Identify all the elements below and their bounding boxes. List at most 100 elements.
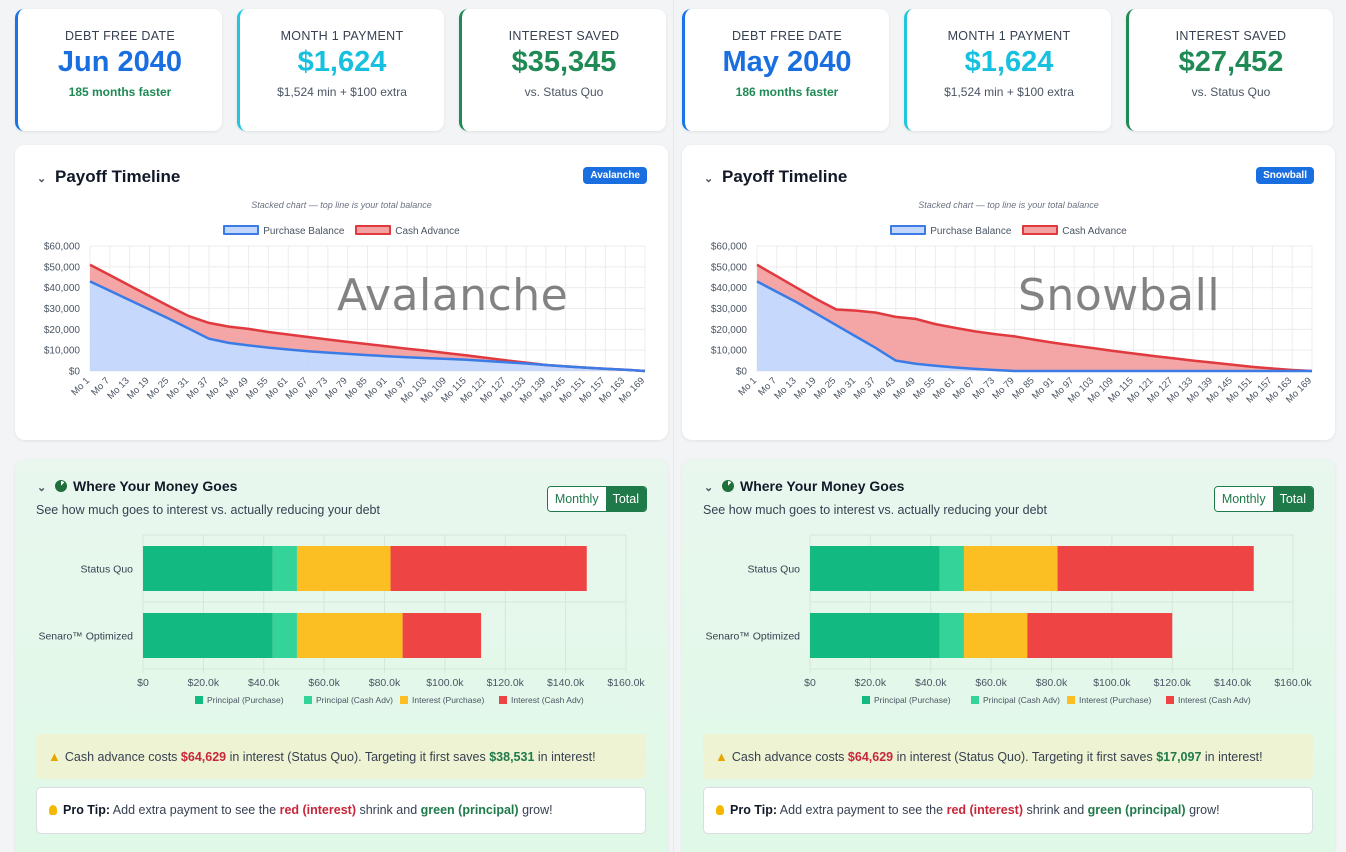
timeline-chart: $0 $10,000 $20,000 $30,000 $40,000 $50,000 $60…	[44, 242, 647, 406]
x-tick-label: $0	[804, 677, 816, 689]
stat-value: $1,624	[964, 46, 1054, 78]
bar-segment	[390, 546, 587, 591]
bar-segment	[810, 546, 940, 591]
tip-text: shrink and	[1026, 803, 1085, 817]
tip-red: red (interest)	[946, 803, 1023, 817]
debt-free-date-card: DEBT FREE DATE Jun 2040 185 months faste…	[15, 9, 222, 131]
stat-label: MONTH 1 PAYMENT	[280, 29, 404, 43]
pie-chart-icon	[55, 480, 67, 492]
money-header[interactable]: ⌄ Where Your Money Goes	[37, 478, 237, 494]
bar-segment	[402, 613, 482, 658]
payoff-timeline-card: ⌄ Payoff Timeline Avalanche Stacked chart…	[15, 145, 668, 440]
watermark: Snowball	[1018, 270, 1221, 321]
money-title: Where Your Money Goes	[740, 478, 905, 494]
x-tick-label: $100.0k	[426, 677, 464, 689]
category-label: Senaro™ Optimized	[38, 631, 133, 643]
chevron-down-icon[interactable]: ⌄	[704, 173, 714, 185]
payoff-timeline-card: ⌄ Payoff Timeline Snowball Stacked chart …	[682, 145, 1335, 440]
money-card: ⌄ Where Your Money Goes See how much goes…	[682, 459, 1335, 852]
legend-swatch	[890, 225, 927, 235]
legend-label: Principal (Purchase)	[207, 695, 284, 705]
debt-free-date-card: DEBT FREE DATE May 2040 186 months faste…	[682, 9, 889, 131]
x-tick-label: $60.0k	[308, 677, 340, 689]
stat-sub: 185 months faster	[68, 85, 172, 99]
tip-label: Pro Tip:	[63, 803, 110, 817]
pie-chart-icon	[722, 480, 734, 492]
y-tick-label: $0	[736, 367, 748, 378]
stat-value: $1,624	[297, 46, 387, 78]
alert-text: in interest!	[537, 750, 596, 764]
legend-label: Cash Advance	[1062, 226, 1127, 237]
legend-label: Principal (Cash Adv)	[983, 695, 1060, 705]
bar-segment	[939, 546, 964, 591]
legend-purchase[interactable]: Purchase Balance	[223, 225, 344, 237]
lightbulb-icon	[716, 805, 724, 815]
x-tick-label: $20.0k	[188, 677, 220, 689]
money-description: See how much goes to interest vs. actual…	[703, 503, 1047, 517]
purchase-balance-area	[757, 281, 1312, 371]
legend-swatch	[355, 225, 392, 235]
legend-cash[interactable]: Cash Advance	[1022, 225, 1127, 237]
bar-segment	[272, 613, 297, 658]
panel-divider	[673, 0, 674, 852]
stat-label: DEBT FREE DATE	[64, 29, 175, 43]
alert-text: Cash advance costs	[64, 750, 178, 764]
y-tick-label: $40,000	[44, 283, 81, 294]
tip-text: grow!	[1189, 803, 1220, 817]
y-tick-label: $40,000	[711, 283, 748, 294]
legend-swatch	[499, 696, 507, 704]
interest-saved-card: INTEREST SAVED $35,345 vs. Status Quo	[459, 9, 666, 131]
stat-value: May 2040	[722, 46, 852, 78]
chevron-down-icon[interactable]: ⌄	[37, 173, 47, 185]
legend-cash[interactable]: Cash Advance	[355, 225, 460, 237]
x-tick-label: Mo 1	[736, 375, 759, 398]
legend-label: Principal (Purchase)	[874, 695, 951, 705]
toggle-total[interactable]: Total	[1272, 487, 1313, 511]
timeline-header[interactable]: ⌄ Payoff Timeline	[37, 167, 180, 187]
chevron-down-icon[interactable]: ⌄	[37, 482, 47, 494]
month-1-payment-card: MONTH 1 PAYMENT $1,624 $1,524 min + $100…	[237, 9, 444, 131]
money-bar-chart: $0 $20.0k $40.0k $60.0k $80.0k $100.0k $120.0k…	[705, 534, 1312, 705]
stats-row: DEBT FREE DATE May 2040 186 months faste…	[682, 9, 1335, 131]
money-description: See how much goes to interest vs. actual…	[36, 503, 380, 517]
x-tick-label: $140.0k	[547, 677, 585, 689]
x-tick-label: $40.0k	[915, 677, 947, 689]
alert-text: in interest!	[1204, 750, 1263, 764]
y-tick-label: $50,000	[44, 262, 81, 273]
bar-segment	[143, 546, 273, 591]
bar-segment	[1027, 613, 1173, 658]
timeline-title: Payoff Timeline	[722, 167, 848, 186]
stat-sub: vs. Status Quo	[1191, 85, 1271, 99]
bar-segment	[810, 613, 940, 658]
x-tick-label: $100.0k	[1093, 677, 1131, 689]
bar-segment	[296, 613, 403, 658]
stat-label: DEBT FREE DATE	[731, 29, 842, 43]
x-tick-label: $160.0k	[1274, 677, 1312, 689]
money-header[interactable]: ⌄ Where Your Money Goes	[704, 478, 904, 494]
tip-green: green (principal)	[1087, 803, 1186, 817]
toggle-monthly[interactable]: Monthly	[1214, 487, 1273, 511]
bar-segment	[143, 613, 273, 658]
timeline-header[interactable]: ⌄ Payoff Timeline	[704, 167, 847, 187]
stat-sub: vs. Status Quo	[524, 85, 604, 99]
timeline-chart: $0 $10,000 $20,000 $30,000 $40,000 $50,000 $60…	[711, 242, 1314, 406]
x-tick-label: $160.0k	[607, 677, 645, 689]
alert-text: in interest (Status Quo). Targeting it f…	[229, 750, 486, 764]
toggle-total[interactable]: Total	[605, 487, 646, 511]
watermark: Avalanche	[337, 270, 569, 321]
y-tick-label: $30,000	[44, 304, 81, 315]
cash-advance-line	[756, 263, 1313, 373]
y-tick-label: $10,000	[44, 346, 81, 357]
x-tick-label: $120.0k	[1154, 677, 1192, 689]
tip-label: Pro Tip:	[730, 803, 777, 817]
chevron-down-icon[interactable]: ⌄	[704, 482, 714, 494]
legend-purchase[interactable]: Purchase Balance	[890, 225, 1011, 237]
x-tick-label: $0	[137, 677, 149, 689]
legend-label: Interest (Cash Adv)	[511, 695, 584, 705]
alert-text: Cash advance costs	[731, 750, 845, 764]
stat-label: MONTH 1 PAYMENT	[947, 29, 1071, 43]
category-label: Status Quo	[747, 564, 800, 576]
y-tick-label: $50,000	[711, 262, 748, 273]
money-bar-chart: $0 $20.0k $40.0k $60.0k $80.0k $100.0k $120.0k…	[38, 534, 645, 705]
toggle-monthly[interactable]: Monthly	[547, 487, 606, 511]
